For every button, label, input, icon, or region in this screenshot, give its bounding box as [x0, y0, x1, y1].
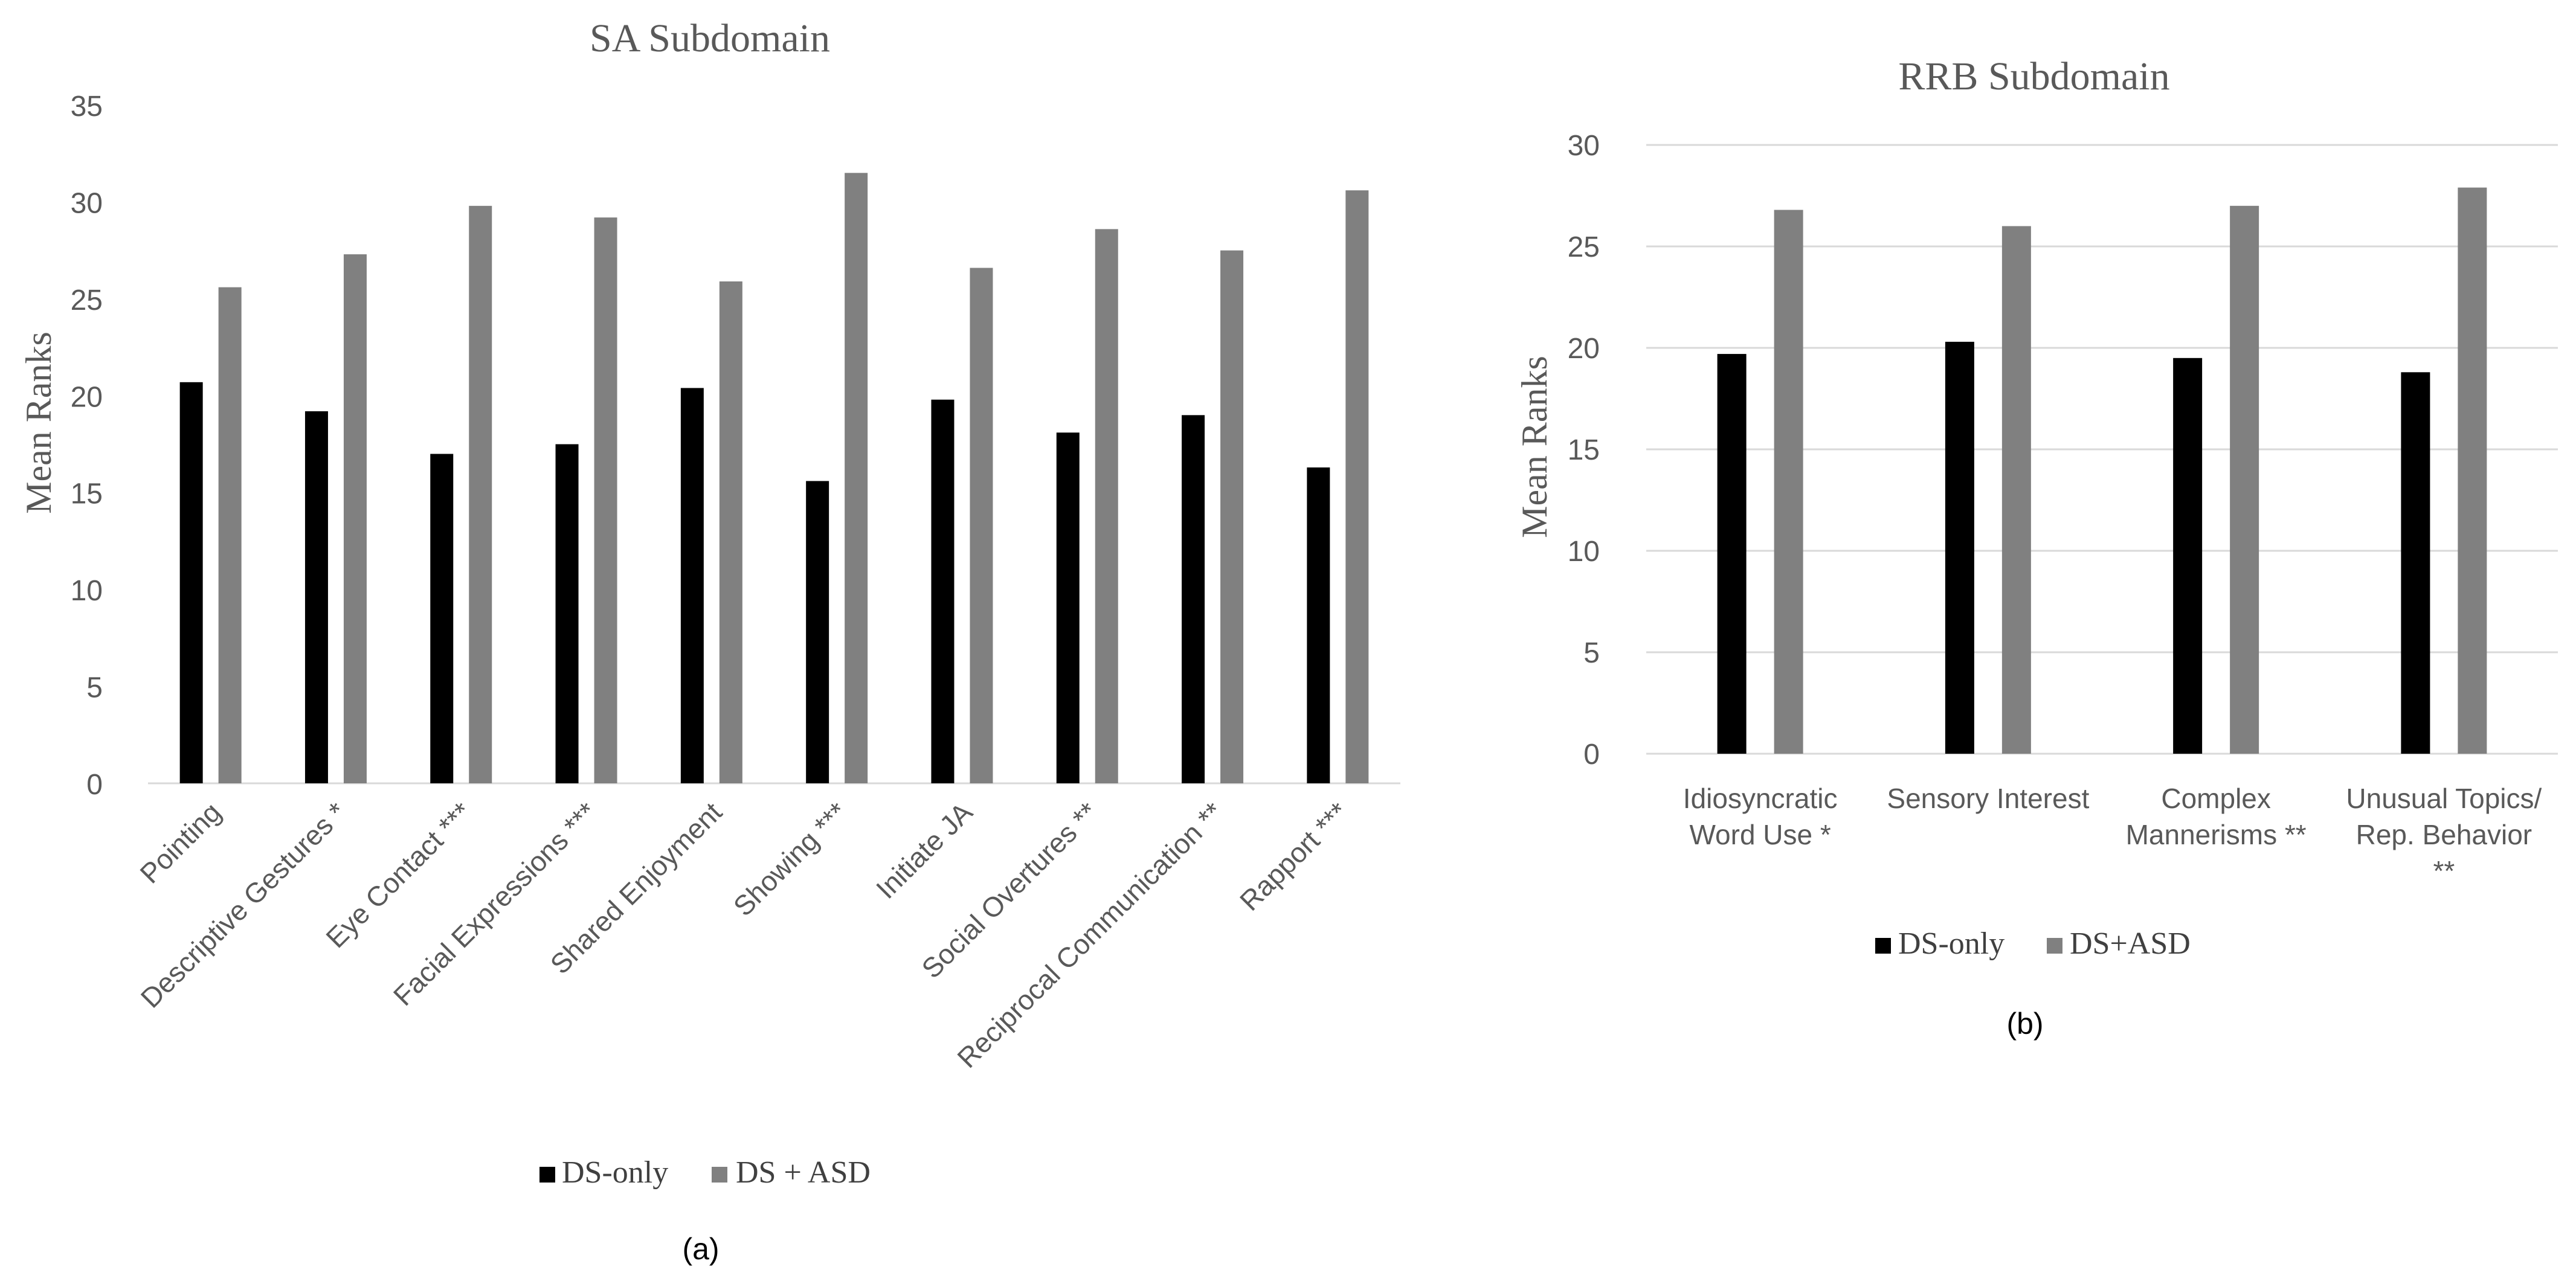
chart-a-category-label: Facial Expressions ***: [387, 796, 603, 1012]
chart-a-bar-ds-asd: [218, 287, 242, 783]
chart-a-legend-ds-only: DS-only: [562, 1155, 668, 1190]
chart-b-category-label: Rep. Behavior: [2356, 819, 2533, 850]
chart-b-bar-ds-asd: [2458, 187, 2487, 754]
chart-b-y-tick-label: 20: [1568, 333, 1600, 365]
chart-b-legend-swatch-ds-asd: [2047, 938, 2062, 954]
chart-a-category-label: Showing ***: [727, 796, 854, 922]
chart-b-category-label: Complex: [2161, 783, 2271, 814]
chart-rrb-subdomain: RRB Subdomain Mean Ranks 0 5 10 15 20 25 30 Id…: [1515, 54, 2558, 1041]
chart-b-bar-ds-asd: [1774, 210, 1803, 754]
chart-b-y-tick-label: 5: [1583, 637, 1600, 669]
chart-a-bar-ds-only: [1307, 467, 1330, 783]
chart-b-y-tick-label: 0: [1583, 739, 1600, 771]
chart-b-y-tick-label: 25: [1568, 231, 1600, 263]
chart-a-bar-ds-only: [1182, 415, 1205, 783]
chart-b-title: RRB Subdomain: [1898, 54, 2169, 98]
chart-a-title: SA Subdomain: [590, 16, 830, 60]
chart-a-bar-ds-only: [555, 444, 579, 783]
chart-b-category-label: Idiosyncratic: [1683, 783, 1838, 814]
chart-a-bar-ds-asd: [845, 173, 868, 783]
chart-a-legend: DS-only DS + ASD: [539, 1155, 871, 1190]
chart-b-y-axis-label: Mean Ranks: [1515, 356, 1554, 538]
chart-a-y-tick-label: 20: [71, 381, 103, 413]
chart-a-y-tick-label: 30: [71, 187, 103, 219]
chart-sa-subdomain: SA Subdomain Mean Ranks 0 5 10 15 20 25 30 35 P…: [19, 16, 1400, 1266]
chart-b-y-tick-label: 15: [1568, 434, 1600, 466]
chart-b-category-label: Unusual Topics/: [2346, 783, 2542, 814]
chart-b-bar-ds-asd: [2230, 205, 2259, 754]
chart-a-panel-label: (a): [682, 1232, 719, 1266]
chart-a-category-label: Rapport ***: [1234, 796, 1354, 917]
chart-b-legend-ds-asd: DS+ASD: [2070, 926, 2191, 961]
chart-a-category-label: Pointing: [134, 796, 227, 889]
chart-a-legend-swatch-ds-only: [539, 1167, 555, 1183]
chart-a-bar-ds-only: [1056, 432, 1080, 783]
chart-a-bar-ds-only: [430, 454, 454, 783]
chart-a-bar-ds-asd: [970, 268, 993, 783]
chart-a-bar-ds-asd: [343, 254, 367, 783]
chart-a-y-tick-label: 35: [71, 91, 103, 123]
chart-a-bar-ds-only: [680, 388, 704, 783]
chart-a-bar-ds-asd: [719, 281, 742, 784]
chart-a-legend-swatch-ds-asd: [712, 1167, 727, 1183]
chart-b-bar-ds-only: [1717, 354, 1747, 754]
chart-a-category-label: Reciprocal Communication **: [951, 796, 1229, 1074]
chart-a-y-axis-label: Mean Ranks: [19, 332, 59, 514]
chart-a-bar-ds-asd: [469, 205, 492, 783]
chart-a-y-tick-label: 25: [71, 284, 103, 316]
chart-b-panel-label: (b): [2006, 1007, 2043, 1041]
chart-b-bar-ds-only: [1945, 341, 1974, 754]
chart-b-category-label: Word Use *: [1689, 819, 1831, 850]
chart-a-y-tick-label: 5: [86, 672, 103, 704]
chart-b-category-label: Sensory Interest: [1887, 783, 2089, 814]
chart-b-y-tick-label: 30: [1568, 130, 1600, 162]
chart-a-bar-ds-only: [179, 382, 203, 783]
chart-b-bar-ds-only: [2401, 372, 2430, 754]
chart-b-y-tick-label: 10: [1568, 536, 1600, 568]
chart-b-legend-swatch-ds-only: [1875, 938, 1891, 954]
chart-a-category-label: Initiate JA: [870, 796, 979, 905]
chart-b-bar-ds-only: [2173, 358, 2203, 754]
chart-a-bar-ds-asd: [1345, 190, 1369, 784]
chart-a-legend-ds-asd: DS + ASD: [736, 1155, 871, 1190]
chart-a-category-label: Descriptive Gestures *: [135, 796, 352, 1013]
chart-a-bar-ds-asd: [594, 217, 617, 783]
chart-a-bar-ds-asd: [1095, 229, 1118, 783]
chart-a-y-tick-label: 15: [71, 478, 103, 510]
chart-b-bar-ds-asd: [2001, 226, 2031, 754]
chart-b-legend: DS-only DS+ASD: [1875, 926, 2191, 961]
chart-b-legend-ds-only: DS-only: [1898, 926, 2004, 961]
chart-b-category-label: **: [2433, 855, 2455, 887]
chart-a-bar-ds-asd: [1220, 250, 1244, 784]
chart-a-bar-ds-only: [304, 411, 328, 783]
chart-a-y-tick-label: 0: [86, 769, 103, 801]
chart-a-bar-ds-only: [931, 399, 955, 783]
chart-a-bar-ds-only: [806, 481, 829, 783]
chart-a-y-tick-label: 10: [71, 575, 103, 607]
chart-b-category-label: Mannerisms **: [2126, 819, 2307, 850]
